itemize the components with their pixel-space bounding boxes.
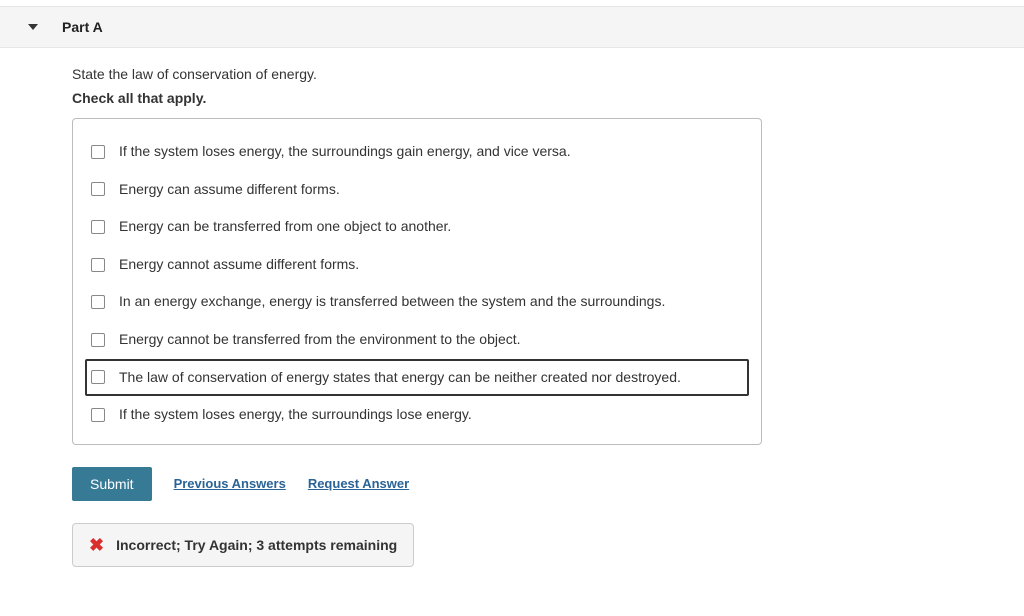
- checkbox[interactable]: [91, 295, 105, 309]
- previous-answers-link[interactable]: Previous Answers: [174, 476, 286, 491]
- option-label: Energy cannot assume different forms.: [119, 255, 359, 275]
- option-label: If the system loses energy, the surround…: [119, 405, 472, 425]
- option-label: Energy can assume different forms.: [119, 180, 340, 200]
- checkbox[interactable]: [91, 408, 105, 422]
- option-row[interactable]: Energy cannot be transferred from the en…: [85, 321, 749, 359]
- part-header[interactable]: Part A: [0, 6, 1024, 48]
- option-label: Energy can be transferred from one objec…: [119, 217, 451, 237]
- feedback-text: Incorrect; Try Again; 3 attempts remaini…: [116, 537, 397, 553]
- question-text: State the law of conservation of energy.: [72, 66, 1024, 82]
- checkbox[interactable]: [91, 370, 105, 384]
- collapse-down-icon: [28, 24, 38, 30]
- checkbox[interactable]: [91, 220, 105, 234]
- action-row: Submit Previous Answers Request Answer: [72, 467, 1024, 501]
- option-row[interactable]: Energy can assume different forms.: [85, 171, 749, 209]
- incorrect-x-icon: ✖: [89, 536, 104, 554]
- option-row[interactable]: If the system loses energy, the surround…: [85, 133, 749, 171]
- option-label: If the system loses energy, the surround…: [119, 142, 571, 162]
- checkbox[interactable]: [91, 145, 105, 159]
- option-label: Energy cannot be transferred from the en…: [119, 330, 521, 350]
- option-row[interactable]: Energy can be transferred from one objec…: [85, 208, 749, 246]
- option-row[interactable]: Energy cannot assume different forms.: [85, 246, 749, 284]
- option-row[interactable]: In an energy exchange, energy is transfe…: [85, 283, 749, 321]
- feedback-box: ✖ Incorrect; Try Again; 3 attempts remai…: [72, 523, 414, 567]
- options-box: If the system loses energy, the surround…: [72, 118, 762, 445]
- option-row[interactable]: The law of conservation of energy states…: [85, 359, 749, 397]
- option-row[interactable]: If the system loses energy, the surround…: [85, 396, 749, 434]
- checkbox[interactable]: [91, 182, 105, 196]
- instruction-text: Check all that apply.: [72, 90, 1024, 106]
- content-area: State the law of conservation of energy.…: [0, 48, 1024, 587]
- option-label: In an energy exchange, energy is transfe…: [119, 292, 665, 312]
- checkbox[interactable]: [91, 258, 105, 272]
- option-label: The law of conservation of energy states…: [119, 368, 681, 388]
- checkbox[interactable]: [91, 333, 105, 347]
- part-title: Part A: [62, 19, 103, 35]
- request-answer-link[interactable]: Request Answer: [308, 476, 409, 491]
- submit-button[interactable]: Submit: [72, 467, 152, 501]
